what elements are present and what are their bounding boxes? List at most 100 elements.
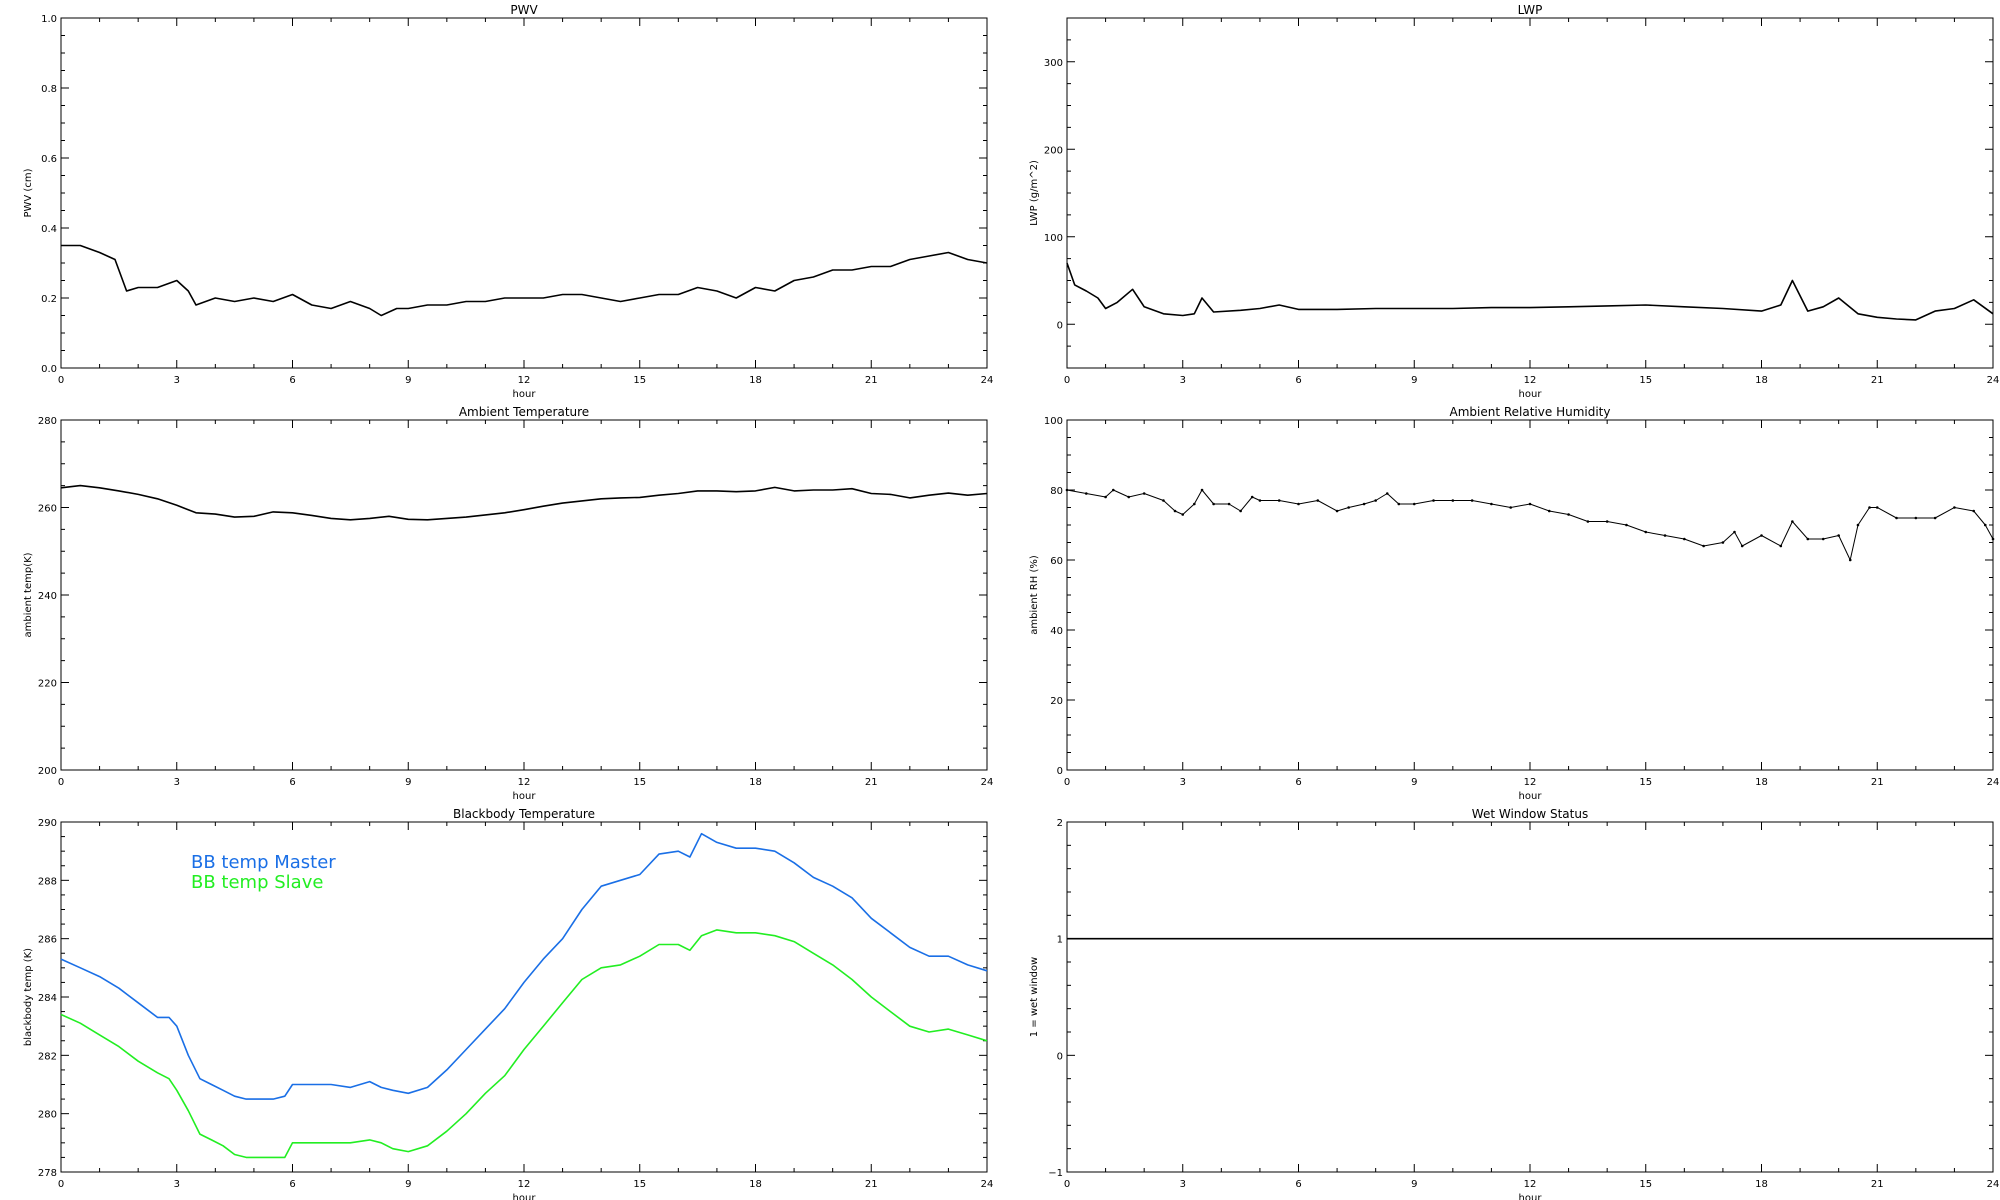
plot-frame xyxy=(60,17,988,369)
y-tick-label: 200 xyxy=(1044,145,1063,156)
data-point xyxy=(1733,530,1736,534)
chart-title: Ambient Relative Humidity xyxy=(1450,405,1611,419)
y-tick-label: 240 xyxy=(38,591,57,602)
data-point xyxy=(1258,499,1262,502)
data-point xyxy=(1547,509,1551,513)
x-tick-label: 12 xyxy=(1524,1179,1537,1190)
chart-panel-5: Blackbody Temperature hour blackbody temp … xyxy=(23,807,993,1200)
x-tick-label: 24 xyxy=(1987,1179,2000,1190)
y-tick-label: 200 xyxy=(38,766,57,777)
x-tick-label: 18 xyxy=(749,777,762,788)
data-point xyxy=(1374,499,1377,502)
chart-title: Blackbody Temperature xyxy=(453,807,595,821)
x-tick-label: 21 xyxy=(865,1179,878,1190)
y-axis-label: PWV (cm) xyxy=(23,168,34,217)
data-point xyxy=(1740,544,1744,548)
y-tick-label: 0 xyxy=(1057,320,1063,331)
data-point xyxy=(1239,509,1242,513)
x-tick-label: 3 xyxy=(174,375,180,386)
y-tick-label: 1.0 xyxy=(41,14,57,25)
x-tick-label: 24 xyxy=(981,375,994,386)
y-tick-label: 280 xyxy=(38,416,57,427)
data-point xyxy=(1316,499,1320,502)
data-point xyxy=(1625,523,1628,527)
x-tick-label: 12 xyxy=(518,375,531,386)
x-tick-label: 6 xyxy=(1295,1179,1301,1190)
x-tick-label: 24 xyxy=(981,1179,994,1190)
data-point xyxy=(1760,534,1763,537)
data-point xyxy=(1227,502,1231,506)
data-point xyxy=(1779,544,1783,548)
data-point xyxy=(1509,506,1513,509)
x-tick-label: 9 xyxy=(405,1179,411,1190)
y-tick-label: 286 xyxy=(38,935,57,946)
series-line-1 xyxy=(1066,489,1994,561)
data-point xyxy=(1702,544,1705,548)
chart-panel-6: Wet Window Status hour 1 = wet window 0 3 6 9 1… xyxy=(1029,807,1999,1200)
y-tick-label: 80 xyxy=(1050,486,1063,497)
x-tick-label: 12 xyxy=(1524,375,1537,386)
data-point xyxy=(1162,499,1165,502)
legend-entry: BB temp Slave xyxy=(191,872,323,893)
y-tick-label: 20 xyxy=(1050,696,1063,707)
chart-panel-2: LWP hour LWP (g/m^2) 0 3 6 9 12 15 18 21 24 0 100 200 3… xyxy=(1029,3,1999,400)
x-tick-label: 15 xyxy=(633,777,646,788)
x-tick-label: 18 xyxy=(1755,375,1768,386)
data-point xyxy=(1347,506,1350,509)
x-tick-label: 9 xyxy=(1411,1179,1417,1190)
x-tick-label: 3 xyxy=(174,1179,180,1190)
data-point xyxy=(1983,523,1987,527)
x-tick-label: 6 xyxy=(1295,777,1301,788)
y-tick-label: 282 xyxy=(38,1051,57,1062)
y-tick-label: 280 xyxy=(38,1110,57,1121)
data-point xyxy=(1385,492,1389,495)
chart-title: Ambient Temperature xyxy=(459,405,589,419)
data-point xyxy=(1528,502,1532,506)
x-axis-label: hour xyxy=(513,1193,537,1200)
y-tick-label: 1 xyxy=(1057,935,1063,946)
data-point xyxy=(1644,530,1648,534)
chart-title: LWP xyxy=(1518,3,1543,17)
data-point xyxy=(1432,499,1435,502)
data-point xyxy=(1362,502,1366,506)
data-point xyxy=(1104,495,1107,499)
data-point xyxy=(1193,502,1196,506)
data-point xyxy=(1397,502,1401,506)
x-tick-label: 0 xyxy=(58,1179,64,1190)
x-tick-label: 6 xyxy=(1295,375,1301,386)
x-tick-label: 21 xyxy=(865,777,878,788)
x-tick-label: 0 xyxy=(58,375,64,386)
legend-entry: BB temp Master xyxy=(191,852,336,873)
data-point xyxy=(1895,516,1898,520)
x-tick-label: 21 xyxy=(1871,375,1884,386)
x-tick-label: 9 xyxy=(405,375,411,386)
y-tick-label: 2 xyxy=(1057,818,1063,829)
plot-frame xyxy=(60,419,988,771)
data-point xyxy=(1991,537,1995,541)
x-tick-label: 24 xyxy=(981,777,994,788)
data-point xyxy=(1806,537,1810,541)
x-tick-label: 9 xyxy=(1411,777,1417,788)
data-point xyxy=(1181,513,1185,516)
data-point xyxy=(1335,509,1339,513)
x-tick-label: 24 xyxy=(1987,777,2000,788)
x-tick-label: 15 xyxy=(1639,375,1652,386)
y-tick-label: 0 xyxy=(1057,1051,1063,1062)
x-tick-label: 12 xyxy=(518,777,531,788)
y-tick-label: 278 xyxy=(38,1168,57,1179)
x-tick-label: 21 xyxy=(1871,777,1884,788)
x-tick-label: 21 xyxy=(1871,1179,1884,1190)
chart-title: Wet Window Status xyxy=(1472,807,1588,821)
data-point xyxy=(1914,516,1918,520)
data-point xyxy=(1250,495,1254,499)
data-point xyxy=(1683,537,1686,541)
x-tick-label: 12 xyxy=(1524,777,1537,788)
series-line-1 xyxy=(1066,262,1994,321)
y-tick-label: −1 xyxy=(1048,1168,1063,1179)
data-point xyxy=(1567,513,1570,516)
y-tick-label: 40 xyxy=(1050,626,1063,637)
y-tick-label: 0 xyxy=(1057,766,1063,777)
series-line-1 xyxy=(60,484,988,521)
x-tick-label: 0 xyxy=(1064,777,1070,788)
